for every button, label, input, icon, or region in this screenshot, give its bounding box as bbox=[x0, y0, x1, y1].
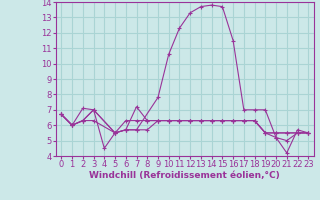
X-axis label: Windchill (Refroidissement éolien,°C): Windchill (Refroidissement éolien,°C) bbox=[89, 171, 280, 180]
